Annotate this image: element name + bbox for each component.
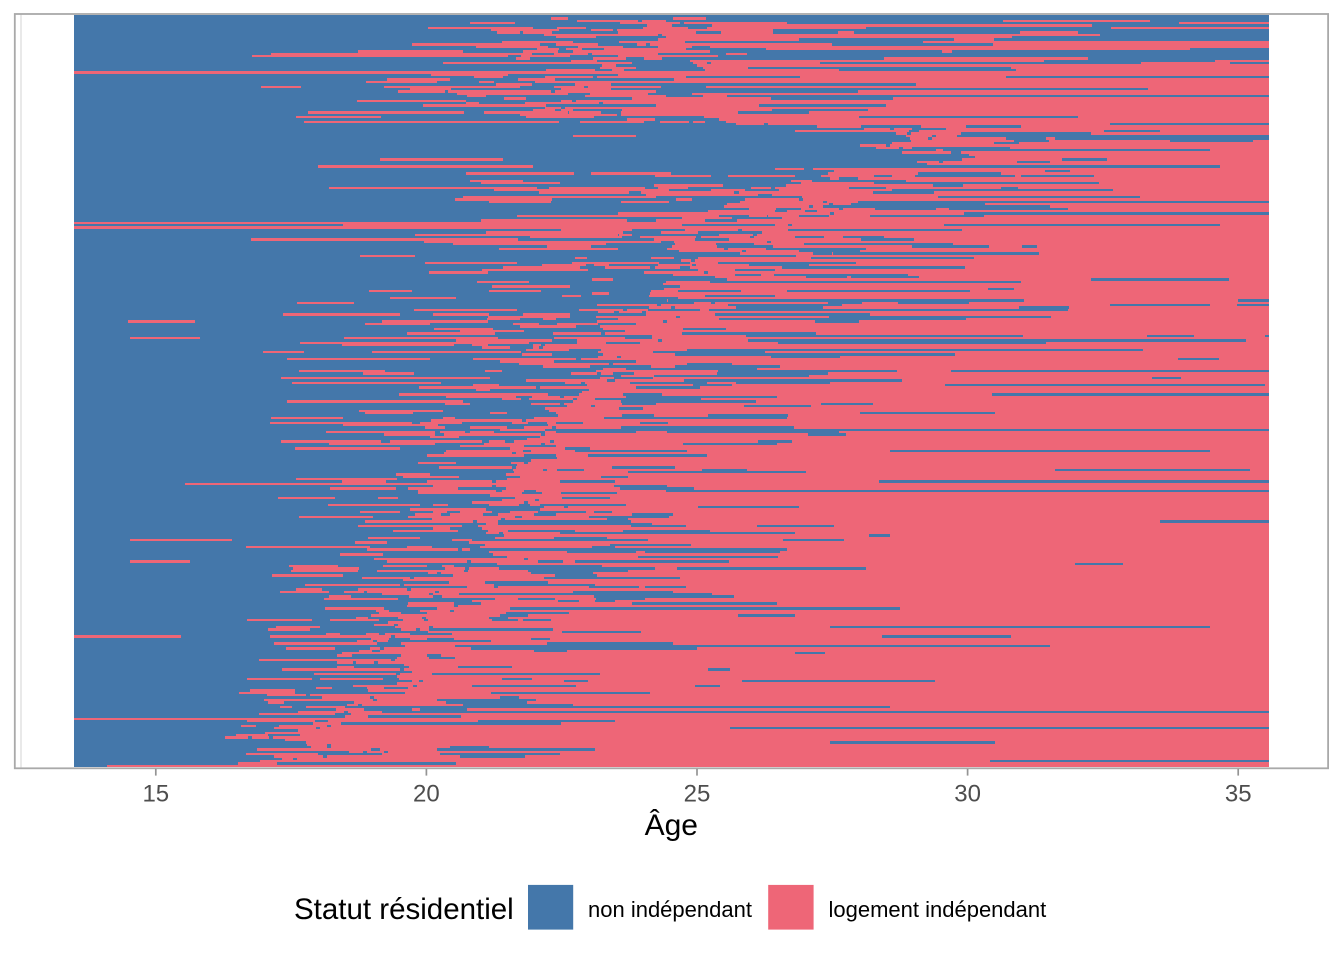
svg-text:15: 15: [142, 781, 169, 808]
svg-text:35: 35: [1225, 781, 1252, 808]
svg-text:30: 30: [954, 781, 981, 808]
svg-text:logement indépendant: logement indépendant: [829, 897, 1047, 922]
svg-text:non indépendant: non indépendant: [588, 897, 752, 922]
svg-text:Statut résidentiel: Statut résidentiel: [294, 893, 514, 926]
svg-text:Âge: Âge: [645, 809, 698, 842]
svg-text:25: 25: [684, 781, 711, 808]
svg-text:20: 20: [413, 781, 440, 808]
